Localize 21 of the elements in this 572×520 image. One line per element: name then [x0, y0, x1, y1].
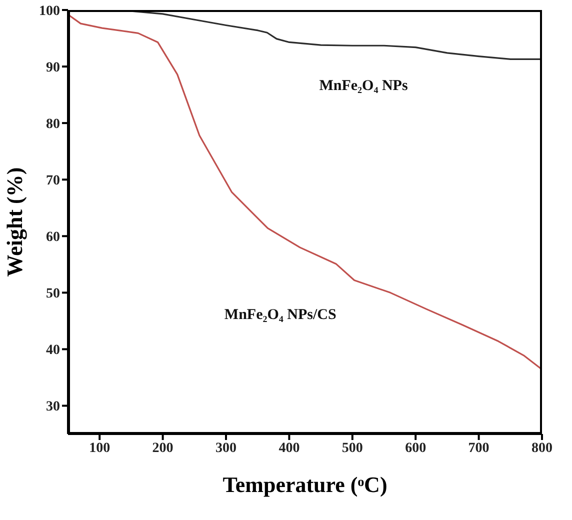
y-axis-title: Weight (%)	[2, 167, 27, 277]
line-series	[68, 14, 542, 370]
x-tick-label: 700	[468, 440, 490, 456]
x-tick-label: 800	[532, 440, 552, 456]
annotation: MnFe₂O₄ NPs	[319, 78, 408, 95]
y-tick-label: 30	[46, 400, 60, 415]
y-tick-label: 40	[46, 343, 60, 358]
y-tick-label: 70	[46, 174, 60, 189]
x-tick-label: 300	[216, 440, 236, 456]
x-tick-label: 100	[89, 440, 110, 456]
x-tick-label: 600	[405, 440, 426, 456]
x-tick-label: 200	[152, 440, 174, 456]
x-tick-label: 500	[342, 440, 363, 456]
x-axis-title: Temperature (ᵒC)	[222, 472, 388, 497]
y-tick-label: 80	[46, 117, 60, 132]
y-tick-label: 90	[46, 60, 60, 76]
annotation: MnFe₂O₄ NPs/CS	[224, 306, 336, 324]
y-tick-label: 60	[46, 230, 60, 246]
x-tick-label: 400	[278, 440, 300, 456]
y-tick-label: 50	[46, 286, 60, 302]
y-tick-label: 100	[39, 4, 60, 19]
